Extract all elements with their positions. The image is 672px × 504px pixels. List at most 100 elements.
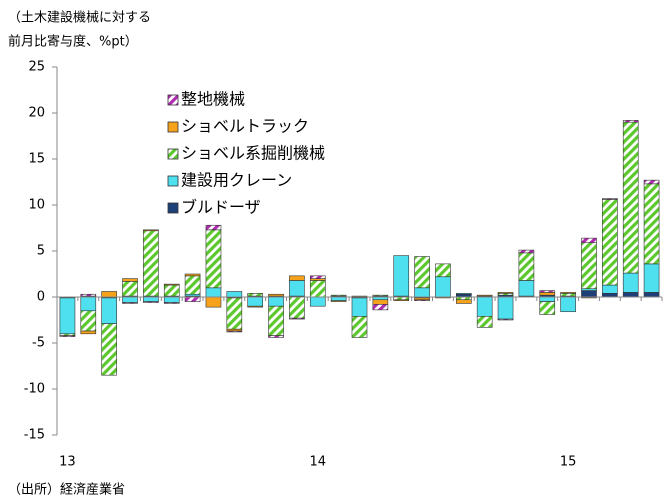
bar-segment (184, 273, 201, 277)
bar-segment (393, 299, 410, 301)
legend-swatch (167, 175, 179, 187)
bar-segment (163, 302, 180, 304)
bar-segment (59, 335, 76, 337)
bar-segment (226, 291, 243, 298)
bar-segment (497, 292, 514, 294)
bar-segment (497, 318, 514, 321)
bar-segment (476, 316, 493, 328)
bar-segment (101, 323, 117, 376)
bar-segment (643, 263, 660, 293)
bar-segment (80, 310, 97, 332)
bar-segment (476, 296, 493, 317)
y-tick-label: 10 (28, 198, 45, 213)
bar-segment (80, 330, 97, 335)
bar-segment (330, 296, 347, 301)
bar-segment (602, 284, 618, 294)
bar-segment (414, 299, 430, 301)
bar-segment (309, 296, 326, 307)
legend-label: ブルドーザ (181, 198, 261, 217)
bar-segment (622, 272, 639, 293)
bar-segment (622, 121, 639, 274)
y-tick-label: 15 (28, 152, 45, 167)
bar-segment (455, 299, 472, 304)
y-tick-label: 5 (37, 244, 45, 259)
bar-segment (581, 237, 597, 244)
bar-segment (289, 317, 305, 320)
legend-swatch (167, 202, 179, 214)
bar-segment (330, 294, 347, 297)
bar-segment (539, 290, 556, 293)
bar-segment (539, 296, 556, 302)
bar-segment (539, 301, 556, 315)
bar-segment (289, 296, 305, 319)
bar-segment (226, 330, 243, 333)
bar-segment (455, 293, 472, 295)
bar-segment (184, 275, 201, 295)
bar-segment (122, 278, 138, 282)
bar-segment (101, 297, 117, 324)
bar-segment (581, 290, 597, 298)
bar-segment (309, 275, 326, 279)
y-tick-label: 20 (28, 106, 45, 121)
bar-segment (247, 293, 263, 297)
bar-segment (80, 293, 97, 297)
bar-segment (581, 242, 597, 290)
bar-segment (414, 256, 430, 289)
bar-segment (247, 296, 263, 307)
bar-segment (560, 296, 576, 313)
bar-segment (497, 296, 514, 320)
bar-segment (602, 293, 618, 298)
bar-segment (163, 284, 180, 297)
bar-segment (414, 287, 430, 298)
bar-segment (560, 293, 576, 297)
y-tick-label: -10 (24, 382, 45, 397)
bar-segment (351, 316, 368, 338)
bar-segment (518, 252, 535, 281)
y-tick-label: -15 (24, 428, 45, 443)
bar-segment (205, 287, 222, 298)
bar-segment (122, 281, 138, 297)
bar-segment (226, 297, 243, 330)
y-tick-label: -5 (32, 336, 45, 351)
bar-segment (80, 296, 97, 312)
bar-segment (59, 297, 76, 335)
legend-swatch (167, 148, 179, 160)
bar-segment (122, 302, 138, 304)
legend-label: ショベル系掘削機械 (181, 144, 325, 163)
bar-segment (143, 230, 159, 297)
bar-segment (560, 292, 576, 294)
bar-segment (268, 296, 284, 307)
bar-segment (435, 263, 451, 278)
bar-segment (122, 296, 138, 303)
bar-segment (622, 292, 639, 298)
bar-segment (372, 304, 389, 311)
bar-segment (518, 249, 535, 254)
x-tick-label: 15 (560, 455, 577, 470)
bar-segment (372, 294, 389, 297)
bar-segment (539, 292, 556, 296)
bar-segment (205, 224, 222, 231)
bar-segment (372, 299, 389, 305)
legend-swatch (167, 121, 179, 133)
bar-segment (163, 296, 180, 303)
y-axis-label: （土木建設機械に対する (8, 10, 151, 26)
bar-segment (205, 296, 222, 308)
bar-segment (268, 293, 284, 297)
bar-segment (602, 199, 618, 286)
y-axis-label: 前月比寄与度、%pt） (8, 34, 138, 50)
bar-segment (143, 229, 159, 232)
bar-segment (143, 296, 159, 302)
bar-segment (268, 305, 284, 336)
bar-segment (351, 297, 368, 317)
source-note: （出所）経済産業省 (8, 482, 125, 498)
bar-segment (643, 179, 660, 185)
bar-segment (643, 183, 660, 265)
bar-segment (518, 280, 535, 297)
bar-segment (143, 301, 159, 303)
bar-segment (643, 292, 660, 298)
legend-label: 整地機械 (181, 90, 245, 109)
bar-segment (330, 300, 347, 302)
bar-segment (393, 255, 410, 297)
bar-segment (289, 280, 305, 297)
